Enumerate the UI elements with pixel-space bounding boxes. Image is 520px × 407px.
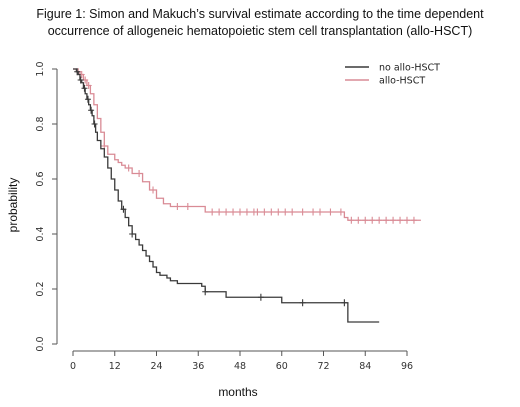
censor-mark — [88, 106, 95, 114]
y-tick-label: 0.6 — [35, 171, 46, 186]
censor-mark — [174, 203, 181, 210]
censor-mark — [257, 293, 264, 301]
x-tick-label: 12 — [109, 361, 121, 372]
legend-label: allo-HSCT — [379, 76, 425, 87]
censor-mark — [120, 205, 127, 213]
censor-mark — [299, 208, 306, 216]
chart-axes: 0 12 24 36 48 60 72 84 96 0.0 0.2 0.4 0.6 0.8 1.0 — [35, 61, 413, 372]
y-tick-label: 0.2 — [35, 281, 46, 296]
censor-mark — [136, 170, 143, 177]
censor-mark — [390, 216, 397, 224]
censor-mark — [310, 208, 317, 216]
censor-mark — [216, 208, 223, 216]
survival-curve-line — [73, 68, 380, 323]
censor-mark — [243, 208, 250, 216]
survival-curve-line — [73, 68, 421, 221]
x-axis-label: months — [218, 385, 257, 399]
censor-mark — [125, 164, 132, 172]
censor-mark — [341, 299, 348, 307]
x-tick-label: 0 — [70, 361, 76, 372]
y-tick-label: 0.4 — [35, 226, 46, 241]
censor-mark — [397, 216, 404, 224]
censor-mark — [355, 216, 362, 224]
censor-mark — [327, 208, 334, 216]
censor-mark — [337, 208, 344, 216]
censor-mark — [410, 216, 417, 224]
censor-mark — [362, 216, 369, 224]
censor-mark — [91, 120, 98, 128]
y-axis-label: probability — [6, 178, 20, 233]
chart-legend: no allo-HSCT allo-HSCT — [345, 63, 440, 87]
censor-mark — [268, 208, 275, 216]
censor-mark — [150, 186, 157, 194]
y-tick-label: 0.8 — [35, 116, 46, 131]
censor-mark — [209, 208, 216, 216]
censor-mark — [282, 208, 289, 216]
y-tick-label: 0.0 — [35, 336, 46, 351]
figure-title-line-2: occurrence of allogeneic hematopoietic s… — [47, 24, 473, 38]
censor-mark — [84, 95, 91, 103]
censor-mark — [129, 230, 136, 238]
censor-mark — [275, 208, 282, 216]
censor-mark — [289, 208, 296, 216]
censor-mark — [85, 82, 92, 89]
censor-mark — [77, 76, 84, 84]
censor-mark — [254, 208, 261, 216]
censor-mark — [317, 208, 324, 216]
figure-title-line-1: Figure 1: Simon and Makuch’s survival es… — [36, 7, 484, 21]
censor-mark — [369, 216, 376, 224]
x-tick-label: 96 — [401, 361, 413, 372]
censor-mark — [74, 68, 81, 76]
censor-mark — [81, 84, 88, 92]
censor-mark — [404, 216, 410, 224]
x-tick-label: 48 — [234, 361, 246, 372]
x-tick-label: 24 — [150, 361, 162, 372]
y-tick-label: 1.0 — [35, 61, 46, 76]
figure-title: Figure 1: Simon and Makuch’s survival es… — [0, 6, 520, 40]
chart-series — [73, 68, 421, 323]
series-no-allo-hsct — [73, 68, 380, 323]
censor-mark — [383, 216, 390, 224]
censor-mark — [376, 216, 383, 224]
censor-mark — [230, 208, 237, 216]
censor-mark — [184, 203, 191, 210]
censor-mark — [237, 208, 243, 216]
legend-label: no allo-HSCT — [379, 63, 440, 74]
x-tick-label: 84 — [359, 361, 371, 372]
x-tick-label: 72 — [317, 361, 329, 372]
x-tick-label: 36 — [192, 361, 204, 372]
censor-mark — [299, 299, 306, 307]
censor-mark — [223, 208, 230, 216]
series-allo-hsct — [73, 68, 421, 224]
censor-mark — [261, 208, 268, 216]
x-tick-label: 60 — [276, 361, 288, 372]
censor-mark — [348, 216, 355, 224]
censor-mark — [202, 288, 209, 296]
